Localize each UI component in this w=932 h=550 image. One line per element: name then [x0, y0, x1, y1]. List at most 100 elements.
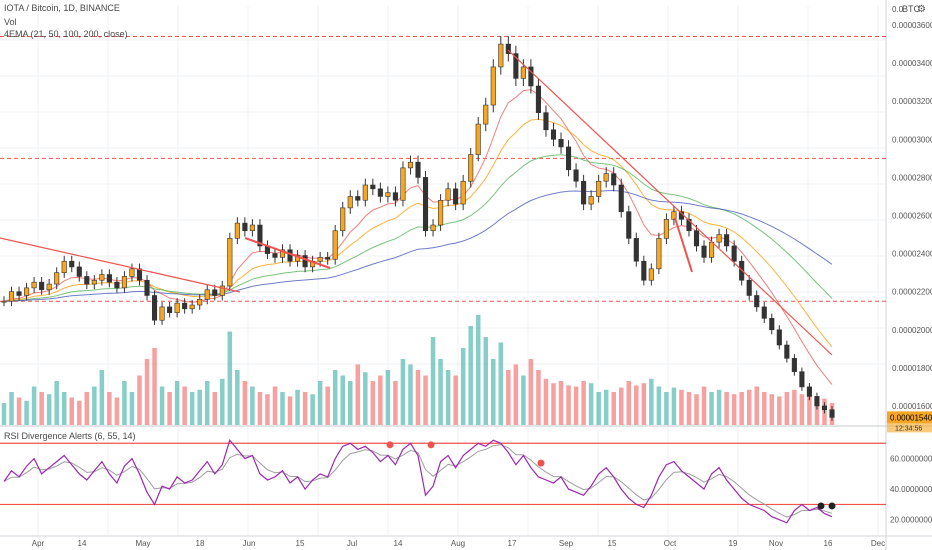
- volume-bar: [39, 392, 44, 425]
- scale-currency-label: BTC: [902, 4, 920, 14]
- candle-body: [69, 260, 75, 268]
- candle-body: [16, 291, 22, 296]
- volume-bar: [460, 348, 466, 425]
- volume-bar: [347, 381, 353, 425]
- candle-body: [761, 306, 767, 319]
- volume-bar: [340, 375, 345, 425]
- volume-bar: [415, 370, 421, 425]
- volume-bar: [137, 375, 142, 425]
- volume-bar: [581, 381, 586, 425]
- volume-bar: [144, 359, 150, 425]
- volume-bar: [61, 392, 67, 425]
- symbol-title: IOTA / Bitcoin, 1D, BINANCE: [4, 3, 120, 13]
- time-tick-label: 15: [608, 539, 617, 548]
- ema200-line: [3, 189, 833, 302]
- volume-bar: [54, 381, 59, 425]
- rsi-tick-label: 40.00000000: [890, 485, 932, 494]
- candle-body: [686, 219, 692, 232]
- candle-body: [84, 276, 90, 285]
- candle-body: [61, 260, 67, 273]
- candle-body: [355, 196, 361, 201]
- candle-body: [182, 302, 188, 310]
- volume-bar: [807, 396, 812, 425]
- candle-body: [204, 289, 210, 300]
- volume-bar: [9, 392, 14, 425]
- volume-bar: [701, 386, 707, 425]
- volume-bar: [709, 392, 714, 425]
- time-tick-label: Jul: [347, 539, 357, 548]
- volume-bar: [355, 364, 361, 425]
- candle-body: [362, 184, 368, 201]
- volume-bar: [754, 386, 759, 425]
- candle-body: [626, 211, 632, 239]
- volume-bar: [152, 348, 157, 425]
- candle-body: [332, 230, 338, 260]
- volume-bar: [400, 359, 406, 425]
- candle-body: [799, 371, 805, 388]
- volume-bar: [746, 389, 752, 425]
- candle-body: [144, 279, 150, 296]
- volume-bar: [686, 392, 692, 425]
- volume-bar: [536, 370, 541, 425]
- candle-body: [806, 386, 812, 397]
- trend-line: [0, 237, 241, 293]
- candle-body: [129, 268, 135, 277]
- time-tick-label: Aug: [451, 539, 465, 548]
- volume-bar: [257, 392, 263, 425]
- candle-body: [483, 104, 489, 125]
- candle-body: [39, 281, 45, 291]
- volume-bar: [603, 389, 609, 425]
- candle-body: [656, 238, 662, 270]
- candle-body: [513, 53, 519, 79]
- candle-body: [167, 306, 173, 313]
- volume-bar: [551, 383, 556, 425]
- candle-body: [460, 180, 466, 205]
- rsi-line: [3, 438, 833, 524]
- candle-body: [1, 300, 7, 303]
- candle-body: [151, 295, 158, 321]
- price-tick-label: 0.00002000: [892, 326, 932, 335]
- volume-bar: [204, 381, 210, 425]
- candle-body: [769, 318, 775, 331]
- candle-body: [422, 177, 429, 232]
- candle-body: [791, 358, 797, 372]
- candle-body: [693, 230, 700, 247]
- countdown-label: 12:34:56: [895, 425, 922, 432]
- trend-line: [674, 217, 693, 273]
- volume-bar: [295, 389, 300, 425]
- candle-body: [633, 238, 639, 262]
- rsi-tick-label: 60.00000000: [890, 455, 932, 464]
- volume-legend: Vol: [4, 17, 17, 27]
- volume-bar: [596, 392, 601, 425]
- volume-bar: [393, 381, 398, 425]
- volume-bar: [445, 370, 451, 425]
- candle-body: [535, 85, 541, 113]
- candle-body: [430, 224, 436, 232]
- volume-bar: [99, 370, 105, 425]
- candle-body: [392, 192, 398, 201]
- volume-bar: [641, 383, 647, 425]
- candle-body: [415, 161, 421, 178]
- ema-legend: 4EMA (21, 50, 100, 200, close): [4, 29, 128, 39]
- volume-bar: [799, 394, 805, 425]
- candle-body: [581, 180, 587, 205]
- candle-body: [490, 66, 496, 106]
- volume-bar: [84, 392, 90, 425]
- candle-body: [829, 409, 835, 418]
- time-tick-label: May: [135, 539, 150, 548]
- volume-bar: [453, 375, 458, 425]
- candle-body: [611, 173, 617, 186]
- rsi-bullish-signal-dot: [817, 502, 825, 510]
- volume-bar: [528, 359, 534, 425]
- candle-body: [340, 207, 346, 232]
- volume-bar: [114, 397, 120, 425]
- volume-bar: [272, 386, 278, 425]
- candle-body: [648, 268, 654, 281]
- volume-bar: [792, 389, 797, 425]
- volume-bar: [378, 375, 383, 425]
- volume-bar: [212, 392, 218, 425]
- time-tick-label: 18: [196, 539, 205, 548]
- settings-gear-icon[interactable]: ⚙: [917, 4, 926, 15]
- candle-body: [370, 184, 376, 190]
